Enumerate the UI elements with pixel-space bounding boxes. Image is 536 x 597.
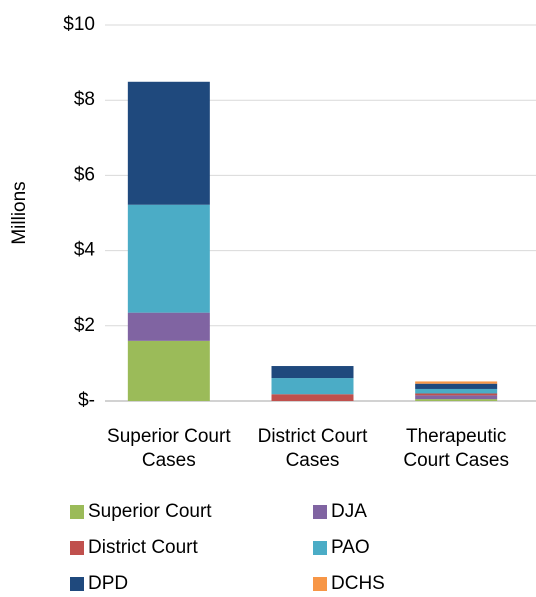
y-tick-label: $4 [74,240,96,261]
bar-segment [127,340,210,401]
y-tick-label: $- [78,390,95,411]
bar-segment [127,81,210,205]
legend-label: Superior Court [88,501,212,522]
y-tick-label: $6 [74,164,95,185]
bar-segment [415,395,498,400]
x-tick-label: Superior Court Cases [107,426,231,471]
legend-swatch [313,505,327,519]
legend-label: District Court [88,537,199,558]
bar-segment [415,381,498,384]
y-tick-label: $8 [74,89,95,110]
bar-segment [271,394,354,401]
legend-label: DCHS [331,573,385,594]
legend-swatch [70,577,84,591]
bar-segment [415,399,498,401]
legend-label: DJA [331,501,367,522]
bar-segment [271,366,354,379]
x-tick-label: Therapeutic Court Cases [403,426,509,471]
legend-swatch [70,505,84,519]
legend-swatch [313,541,327,555]
legend-swatch [70,541,84,555]
legend-swatch [313,577,327,591]
bar-segment [127,312,210,341]
y-tick-label: $2 [74,315,95,336]
legend-label: DPD [88,573,128,594]
bar-segment [415,388,498,394]
y-axis-label: Millions [9,181,30,244]
bar-segment [271,378,354,395]
bar-segment [415,393,498,396]
bar-segment [127,204,210,313]
x-tick-label: District Court Cases [257,426,368,471]
legend-label: PAO [331,537,370,558]
y-tick-label: $10 [63,14,95,35]
bar-segment [415,383,498,389]
